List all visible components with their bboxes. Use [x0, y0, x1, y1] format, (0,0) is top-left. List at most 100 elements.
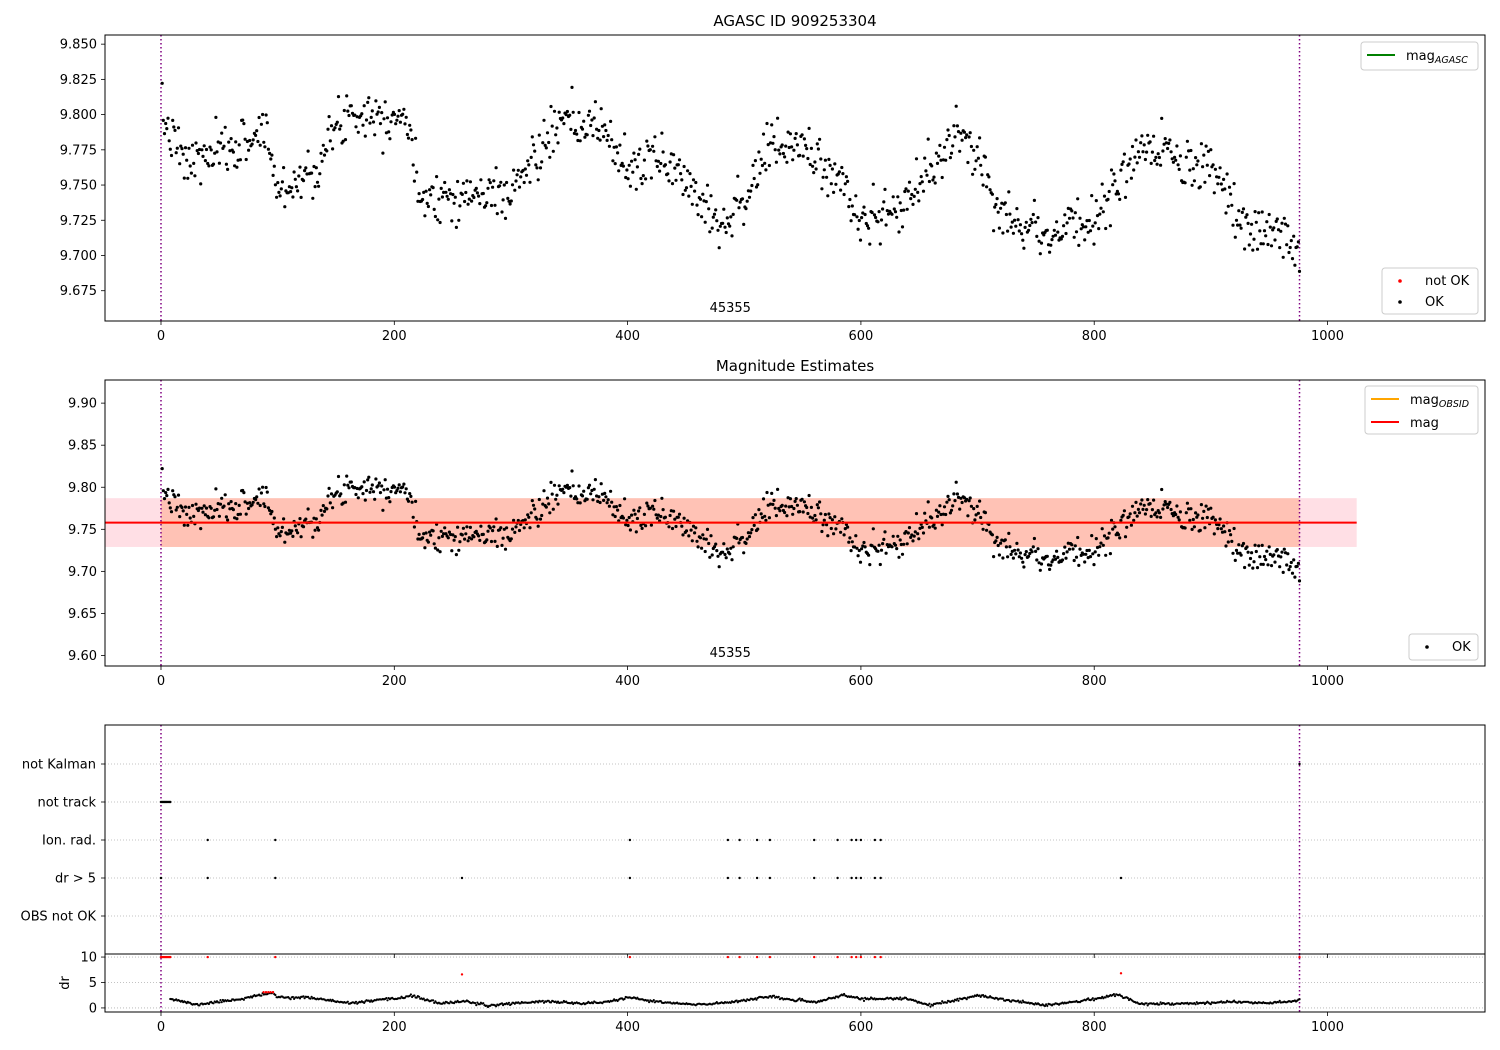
dr-point-not-ok: [755, 955, 759, 959]
data-point-ok: [278, 534, 282, 538]
data-point-ok: [403, 122, 407, 126]
data-point-ok: [304, 166, 308, 170]
data-point-ok: [327, 486, 331, 490]
data-point-ok: [1094, 537, 1098, 541]
data-point-ok: [1273, 238, 1277, 242]
flag-point: [879, 876, 882, 880]
data-point-ok: [1287, 568, 1291, 572]
data-point-ok: [186, 176, 190, 180]
flag-point: [836, 876, 839, 880]
data-point-ok: [830, 167, 835, 171]
data-point-ok: [778, 152, 782, 156]
data-point-ok: [609, 489, 613, 493]
data-point-ok: [1100, 527, 1104, 531]
data-point-ok: [1022, 565, 1026, 569]
data-point-ok: [259, 122, 263, 126]
data-point-ok: [1194, 156, 1198, 160]
y-tick-label: 9.70: [68, 565, 97, 580]
data-point-ok: [313, 185, 317, 189]
x-tick-label: 400: [615, 329, 640, 344]
data-point-ok: [1143, 512, 1147, 516]
data-point-ok: [999, 541, 1003, 545]
data-point-ok: [248, 501, 252, 505]
data-point-ok: [576, 501, 580, 505]
data-point-ok: [1078, 547, 1082, 551]
data-point-ok: [319, 151, 323, 155]
data-point-ok: [1119, 518, 1123, 523]
data-point-ok: [535, 166, 539, 170]
data-point-ok: [373, 497, 377, 501]
data-point-ok: [749, 531, 753, 535]
x-tick-label: 1000: [1311, 1020, 1344, 1035]
data-point-ok: [849, 549, 853, 553]
data-point-ok: [1122, 152, 1126, 156]
data-point-ok: [1095, 214, 1100, 218]
data-point-ok: [722, 207, 726, 211]
data-point-ok: [489, 203, 494, 208]
data-point-ok: [257, 487, 261, 491]
data-point-ok: [194, 502, 198, 506]
data-point-ok: [289, 190, 293, 194]
data-point-ok: [603, 491, 607, 495]
data-point-ok: [278, 194, 282, 198]
data-point-ok: [1259, 242, 1263, 246]
data-point-ok: [1248, 556, 1253, 561]
data-point-ok: [712, 212, 717, 216]
data-point-ok: [1073, 544, 1077, 548]
data-point-ok: [860, 547, 864, 551]
data-point-ok: [890, 212, 894, 216]
data-point-ok: [493, 203, 497, 207]
data-point-ok: [578, 501, 582, 505]
data-point-ok: [273, 527, 277, 531]
data-point-ok: [270, 509, 274, 514]
dr-point: [475, 1004, 478, 1007]
data-point-ok: [1087, 218, 1091, 223]
dr-point: [623, 997, 626, 1001]
data-point-ok: [424, 531, 428, 535]
data-point-ok: [1145, 150, 1149, 154]
data-point-ok: [1279, 555, 1283, 559]
data-point-ok: [1224, 544, 1228, 548]
data-point-ok: [1055, 549, 1059, 553]
data-point-ok: [438, 550, 442, 554]
data-point-ok: [849, 219, 853, 223]
data-point-ok: [1024, 550, 1028, 554]
data-point-ok: [1281, 570, 1285, 575]
data-point-ok: [1064, 231, 1068, 236]
data-point-ok: [201, 510, 205, 514]
data-point-ok: [571, 110, 575, 114]
data-point-ok: [575, 497, 579, 501]
data-point-ok: [251, 500, 255, 504]
dr-point-not-ok: [264, 991, 268, 994]
data-point-ok: [660, 131, 664, 135]
dr-point: [1091, 997, 1094, 1000]
data-point-ok: [1183, 526, 1187, 530]
data-point-ok: [924, 169, 928, 173]
data-point-ok: [1159, 515, 1163, 520]
data-point-ok: [296, 189, 300, 193]
data-point-ok: [1229, 533, 1233, 537]
dr-point: [1278, 999, 1281, 1002]
flag-point: [768, 876, 772, 880]
data-point-ok: [630, 159, 634, 163]
data-point-ok: [223, 493, 227, 497]
data-point-ok: [858, 560, 863, 564]
data-point-ok: [1227, 185, 1232, 189]
x-tick-label: 400: [615, 1020, 640, 1035]
data-point-ok: [1201, 165, 1205, 169]
data-point-ok: [1035, 234, 1039, 238]
data-point-ok: [630, 513, 634, 517]
data-point-ok: [1225, 172, 1229, 176]
dr-point: [1043, 1004, 1047, 1008]
data-point-ok: [843, 182, 847, 186]
flag-point: [879, 838, 882, 842]
data-point-ok: [204, 147, 209, 152]
data-point-ok: [1296, 561, 1300, 565]
data-point-ok: [896, 534, 900, 538]
data-point-ok: [1265, 220, 1269, 224]
flag-point: [628, 838, 632, 842]
data-point-ok: [621, 516, 626, 520]
data-point-ok: [456, 525, 460, 529]
data-point-ok: [770, 123, 774, 127]
